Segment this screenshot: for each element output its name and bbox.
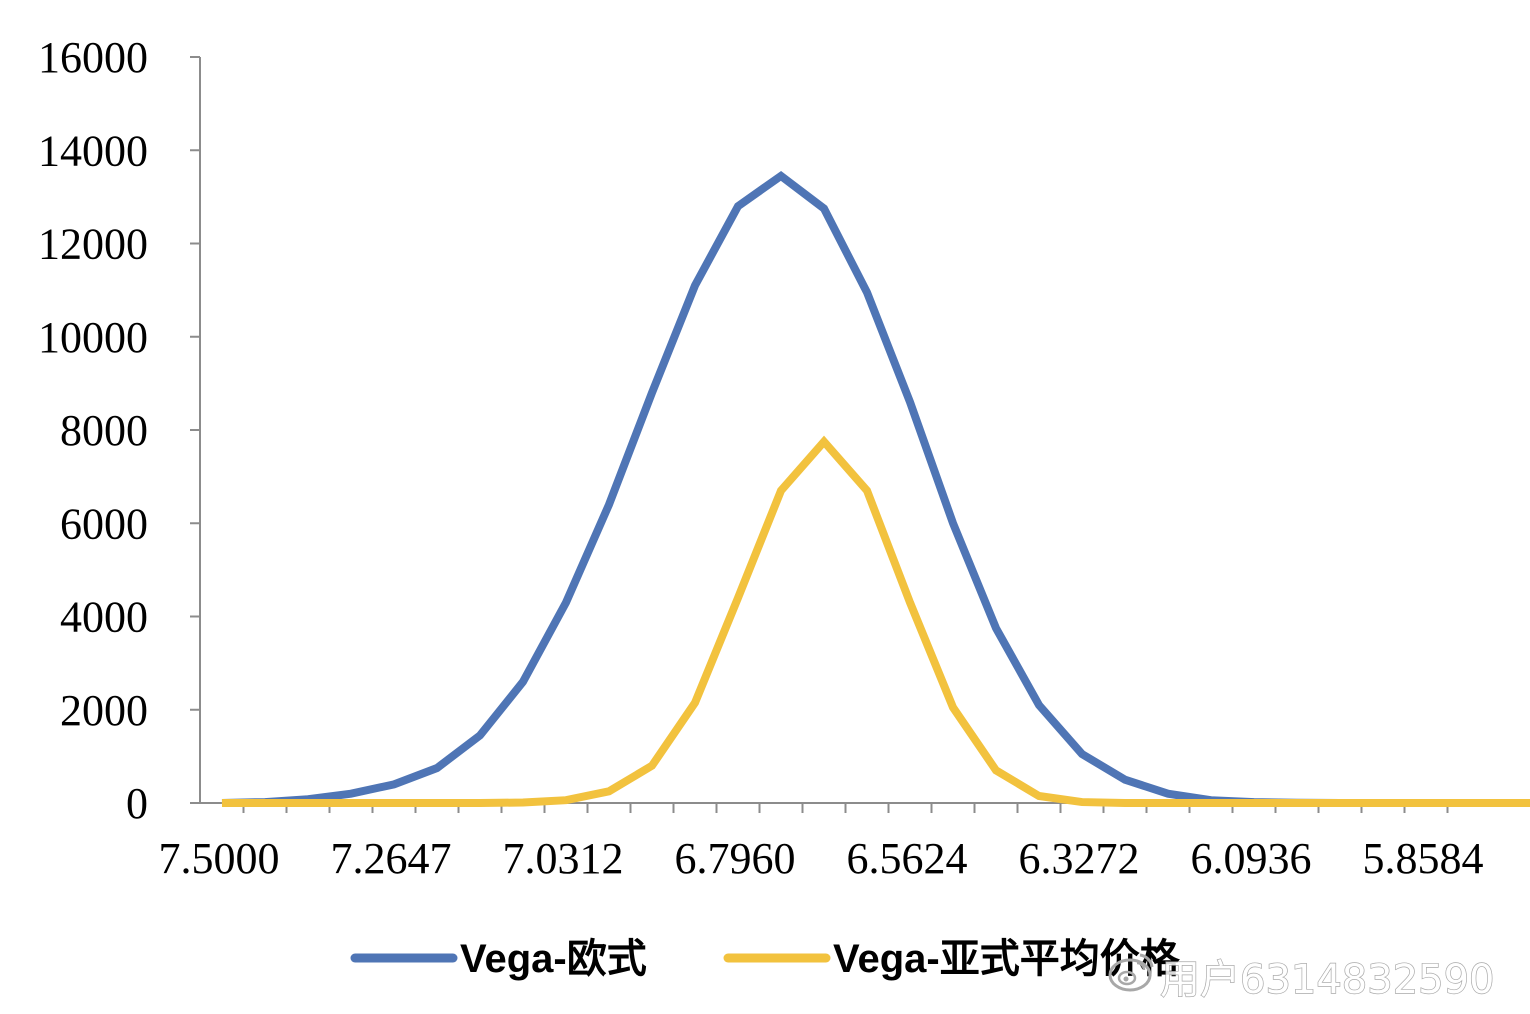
data-point [780,175,782,177]
data-point [393,783,395,785]
data-point [694,702,696,704]
data-point [737,205,739,207]
data-point [1167,802,1169,804]
x-tick-label: 6.5624 [847,834,968,883]
data-point [651,392,653,394]
legend-label: Vega-欧式 [460,937,647,981]
plot-area [221,170,1530,807]
data-point [823,208,825,210]
data-point [565,602,567,604]
x-tick-label: 7.5000 [159,834,280,883]
data-point [1038,795,1040,797]
x-tick-label: 6.7960 [675,834,796,883]
data-point [350,793,352,795]
y-tick-label: 0 [126,779,148,828]
data-point [393,802,395,804]
data-point [1468,802,1470,804]
data-point [1124,802,1126,804]
data-point [909,602,911,604]
y-tick-label: 8000 [60,406,148,455]
x-axis: 7.5000 7.2647 7.0312 6.7960 6.5624 6.3272 6.09… [159,802,1490,883]
data-point [1511,802,1513,804]
data-point [565,799,567,801]
weibo-logo-icon [1108,953,1154,992]
series-line-2 [222,435,1530,807]
x-tick-label: 5.8584 [1363,834,1484,883]
data-point [608,790,610,792]
data-point [436,767,438,769]
data-point [1124,779,1126,781]
data-point [694,284,696,286]
data-point [1253,802,1255,804]
data-point [1081,753,1083,755]
data-point [651,765,653,767]
data-point [350,802,352,804]
data-point [1339,802,1341,804]
watermark-text: 用户6314832590 [1160,957,1495,1003]
data-point [737,597,739,599]
x-tick-label: 6.0936 [1191,834,1312,883]
x-tick-label: 7.0312 [503,834,624,883]
data-point [780,490,782,492]
data-point [1167,793,1169,795]
data-point [1382,802,1384,804]
data-point [952,522,954,524]
data-point [1038,704,1040,706]
x-tick-label: 7.2647 [331,834,452,883]
data-point [952,706,954,708]
y-tick-label: 10000 [38,313,148,362]
data-point [479,802,481,804]
data-point [307,802,309,804]
y-tick-label: 6000 [60,499,148,548]
data-point [1425,802,1427,804]
data-point [264,802,266,804]
data-point [1296,802,1298,804]
data-point [479,734,481,736]
data-point [1210,802,1212,804]
series-line-1 [221,170,1530,807]
watermark: 用户6314832590 [1108,953,1495,1004]
data-point [995,627,997,629]
data-point [522,802,524,804]
data-point [522,681,524,683]
data-point [608,504,610,506]
y-tick-label: 16000 [38,33,148,82]
data-point [909,401,911,403]
y-axis: 0 2000 4000 6000 8000 10000 12000 14000 16000 [38,33,201,828]
data-point [866,291,868,293]
data-point [1081,801,1083,803]
data-point [221,802,223,804]
data-point [866,490,868,492]
y-tick-label: 2000 [60,686,148,735]
data-point [823,441,825,443]
legend: Vega-欧式 Vega-亚式平均价格 [350,937,1181,981]
data-point [995,769,997,771]
y-tick-label: 14000 [38,126,148,175]
data-point [436,802,438,804]
y-tick-label: 12000 [38,220,148,269]
y-tick-label: 4000 [60,593,148,642]
x-tick-label: 6.3272 [1019,834,1140,883]
